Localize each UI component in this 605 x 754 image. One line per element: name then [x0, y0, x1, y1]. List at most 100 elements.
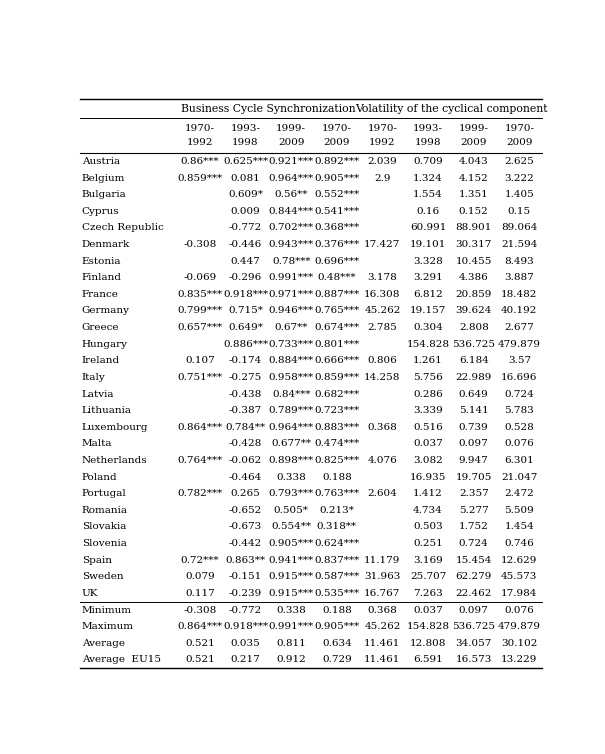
Text: 39.624: 39.624 — [456, 306, 492, 315]
Text: -0.062: -0.062 — [229, 456, 262, 465]
Text: 0.649*: 0.649* — [228, 323, 263, 332]
Text: 1993-: 1993- — [413, 124, 443, 133]
Text: 0.368: 0.368 — [368, 605, 397, 615]
Text: 0.097: 0.097 — [459, 605, 489, 615]
Text: 0.799***: 0.799*** — [177, 306, 223, 315]
Text: 0.666***: 0.666*** — [314, 357, 359, 366]
Text: 17.427: 17.427 — [364, 240, 401, 249]
Text: Finland: Finland — [82, 273, 122, 282]
Text: Luxembourg: Luxembourg — [82, 423, 148, 432]
Text: 0.097: 0.097 — [459, 440, 489, 449]
Text: 1.752: 1.752 — [459, 523, 489, 532]
Text: 0.554**: 0.554** — [271, 523, 311, 532]
Text: 30.317: 30.317 — [456, 240, 492, 249]
Text: 6.301: 6.301 — [505, 456, 534, 465]
Text: 0.733***: 0.733*** — [269, 340, 314, 348]
Text: 0.609*: 0.609* — [228, 190, 263, 199]
Text: 0.918***: 0.918*** — [223, 622, 268, 631]
Text: 3.178: 3.178 — [368, 273, 397, 282]
Text: 20.859: 20.859 — [456, 290, 492, 299]
Text: -0.772: -0.772 — [229, 605, 262, 615]
Text: 0.304: 0.304 — [413, 323, 443, 332]
Text: 0.079: 0.079 — [185, 572, 215, 581]
Text: 0.624***: 0.624*** — [314, 539, 359, 548]
Text: 2.785: 2.785 — [368, 323, 397, 332]
Text: 0.84***: 0.84*** — [272, 390, 310, 399]
Text: 3.222: 3.222 — [505, 173, 534, 182]
Text: 0.368***: 0.368*** — [314, 223, 359, 232]
Text: 21.594: 21.594 — [501, 240, 537, 249]
Text: Romania: Romania — [82, 506, 128, 515]
Text: 45.262: 45.262 — [364, 306, 401, 315]
Text: 0.958***: 0.958*** — [269, 373, 314, 382]
Text: 0.86***: 0.86*** — [181, 157, 219, 166]
Text: 16.935: 16.935 — [410, 473, 446, 482]
Text: 0.921***: 0.921*** — [269, 157, 314, 166]
Text: 22.462: 22.462 — [456, 589, 492, 598]
Text: 0.318**: 0.318** — [317, 523, 357, 532]
Text: 0.898***: 0.898*** — [269, 456, 314, 465]
Text: 0.837***: 0.837*** — [314, 556, 359, 565]
Text: Poland: Poland — [82, 473, 117, 482]
Text: 0.037: 0.037 — [413, 440, 443, 449]
Text: 0.188: 0.188 — [322, 473, 352, 482]
Text: 0.265: 0.265 — [231, 489, 260, 498]
Text: 1.351: 1.351 — [459, 190, 489, 199]
Text: 0.505*: 0.505* — [273, 506, 309, 515]
Text: 0.709: 0.709 — [413, 157, 443, 166]
Text: 2.472: 2.472 — [505, 489, 534, 498]
Text: -0.428: -0.428 — [229, 440, 262, 449]
Text: 1970-: 1970- — [185, 124, 215, 133]
Text: 0.081: 0.081 — [231, 173, 260, 182]
Text: 12.629: 12.629 — [501, 556, 537, 565]
Text: 0.729: 0.729 — [322, 655, 352, 664]
Text: 10.455: 10.455 — [456, 256, 492, 265]
Text: 3.082: 3.082 — [413, 456, 443, 465]
Text: Greece: Greece — [82, 323, 119, 332]
Text: Malta: Malta — [82, 440, 112, 449]
Text: 21.047: 21.047 — [501, 473, 537, 482]
Text: 479.879: 479.879 — [498, 340, 541, 348]
Text: 0.528: 0.528 — [505, 423, 534, 432]
Text: France: France — [82, 290, 119, 299]
Text: 18.482: 18.482 — [501, 290, 537, 299]
Text: 0.521: 0.521 — [185, 655, 215, 664]
Text: 2009: 2009 — [460, 137, 487, 146]
Text: 1.412: 1.412 — [413, 489, 443, 498]
Text: 1998: 1998 — [415, 137, 441, 146]
Text: Czech Republic: Czech Republic — [82, 223, 163, 232]
Text: 0.107: 0.107 — [185, 357, 215, 366]
Text: 9.947: 9.947 — [459, 456, 489, 465]
Text: 0.587***: 0.587*** — [314, 572, 359, 581]
Text: 0.863**: 0.863** — [226, 556, 266, 565]
Text: 60.991: 60.991 — [410, 223, 446, 232]
Text: 0.447: 0.447 — [231, 256, 260, 265]
Text: 4.152: 4.152 — [459, 173, 489, 182]
Text: -0.174: -0.174 — [229, 357, 262, 366]
Text: Austria: Austria — [82, 157, 120, 166]
Text: 0.035: 0.035 — [231, 639, 260, 648]
Text: 22.989: 22.989 — [456, 373, 492, 382]
Text: 0.918***: 0.918*** — [223, 290, 268, 299]
Text: 15.454: 15.454 — [456, 556, 492, 565]
Text: 0.535***: 0.535*** — [314, 589, 359, 598]
Text: 0.503: 0.503 — [413, 523, 443, 532]
Text: -0.296: -0.296 — [229, 273, 262, 282]
Text: 0.78***: 0.78*** — [272, 256, 310, 265]
Text: 3.339: 3.339 — [413, 406, 443, 415]
Text: Spain: Spain — [82, 556, 112, 565]
Text: 2.357: 2.357 — [459, 489, 489, 498]
Text: 0.751***: 0.751*** — [177, 373, 223, 382]
Text: 0.251: 0.251 — [413, 539, 443, 548]
Text: 0.764***: 0.764*** — [177, 456, 223, 465]
Text: 16.308: 16.308 — [364, 290, 401, 299]
Text: 0.368: 0.368 — [368, 423, 397, 432]
Text: 5.141: 5.141 — [459, 406, 489, 415]
Text: 1999-: 1999- — [276, 124, 306, 133]
Text: 1.261: 1.261 — [413, 357, 443, 366]
Text: 0.076: 0.076 — [505, 440, 534, 449]
Text: 0.886***: 0.886*** — [223, 340, 268, 348]
Text: 2.604: 2.604 — [368, 489, 397, 498]
Text: 1.554: 1.554 — [413, 190, 443, 199]
Text: 0.991***: 0.991*** — [269, 273, 314, 282]
